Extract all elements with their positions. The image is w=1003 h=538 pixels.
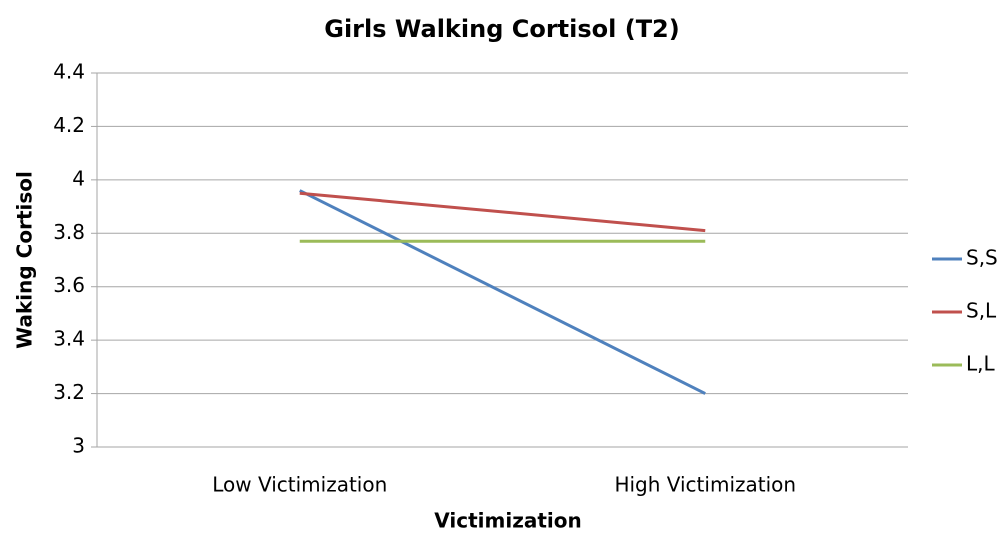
y-tick-label: 4.4 <box>53 60 85 84</box>
y-tick-label: 3.6 <box>53 273 85 297</box>
x-axis-title: Victimization <box>434 509 581 533</box>
y-tick-label: 3.4 <box>53 327 85 351</box>
series-line <box>299 191 706 233</box>
x-tick-label: Low Victimization <box>212 473 387 497</box>
y-tick-label: 4 <box>72 166 85 190</box>
legend-label: S,L <box>966 299 997 323</box>
x-tick-label: High Victimization <box>614 473 796 497</box>
chart-title: Girls Walking Cortisol (T2) <box>324 15 679 43</box>
y-tick-label: 3.2 <box>53 380 85 404</box>
y-axis-title: Waking Cortisol <box>13 171 37 349</box>
y-tick-label: 4.2 <box>53 113 85 137</box>
legend-label: L,L <box>966 352 996 376</box>
legend-label: S,S <box>966 246 998 270</box>
series-line <box>299 189 706 395</box>
y-tick-label: 3.8 <box>53 220 85 244</box>
y-tick-label: 3 <box>72 434 85 458</box>
